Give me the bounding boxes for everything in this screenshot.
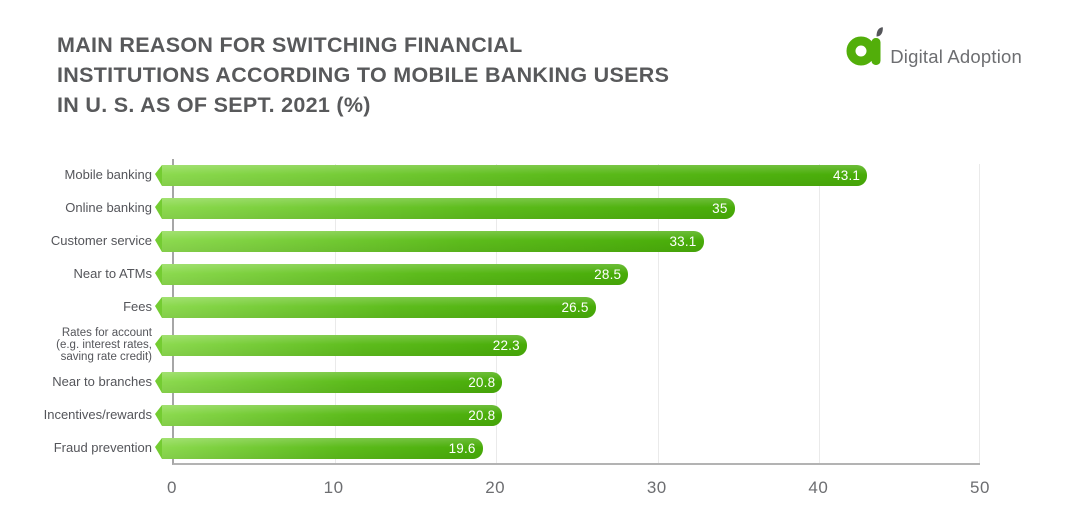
category-label: Mobile banking [64, 167, 152, 183]
bar-value-label: 22.3 [492, 337, 520, 353]
bar: 19.6 [155, 438, 483, 459]
bar-row: Incentives/rewards 20.8 [12, 399, 980, 432]
bar-track: 19.6 [155, 432, 980, 465]
bar-row: Fees 26.5 [12, 291, 980, 324]
bar: 26.5 [155, 297, 596, 318]
bar-row: Near to ATMs 28.5 [12, 258, 980, 291]
bar: 33.1 [155, 231, 704, 252]
bar-value-label: 33.1 [669, 234, 697, 249]
bar: 20.8 [154, 405, 503, 426]
category-label: Rates for account (e.g. interest rates, … [56, 326, 152, 364]
bar-chart: Mobile banking 43.1 Online banking 35 Custom… [12, 159, 989, 500]
x-tick-label: 30 [646, 478, 667, 497]
x-tick-label: 50 [970, 478, 990, 497]
category-label: Customer service [50, 233, 152, 249]
category-label: Fees [123, 299, 152, 315]
bar-value-label: 19.6 [448, 441, 476, 456]
category-label: Incentives/rewards [43, 407, 152, 423]
category-label: Fraud prevention [53, 440, 152, 456]
category-label: Online banking [65, 200, 152, 216]
x-axis-ticks: 0 10 20 30 40 50 [167, 478, 989, 500]
bar-row: Fraud prevention 19.6 [12, 432, 980, 465]
category-label: Near to ATMs [73, 266, 152, 282]
bar-row: Rates for account (e.g. interest rates, … [12, 324, 980, 366]
bar-track: 43.1 [154, 159, 980, 192]
bar-track: 33.1 [155, 225, 980, 258]
category-label: Near to branches [52, 374, 152, 390]
x-tick-label: 0 [167, 478, 177, 497]
bar-track: 20.8 [154, 399, 980, 432]
bar-row: Online banking 35 [12, 192, 980, 225]
digital-adoption-logo-mark-icon [846, 27, 884, 71]
bar: 43.1 [154, 165, 868, 186]
bar-row: Customer service 33.1 [12, 225, 980, 258]
gridline [979, 164, 980, 463]
bar-value-label: 28.5 [594, 267, 622, 282]
bar-value-label: 20.8 [468, 408, 496, 423]
gridline [657, 164, 659, 463]
bar: 22.3 [155, 334, 527, 356]
bar: 28.5 [154, 264, 629, 285]
bar-track: 22.3 [155, 324, 980, 366]
bar-row: Near to branches 20.8 [12, 366, 980, 399]
bar-rows: Mobile banking 43.1 Online banking 35 Custom… [12, 159, 980, 465]
bar-track: 28.5 [154, 258, 980, 291]
bar: 35 [155, 198, 735, 219]
bar-track: 35 [155, 192, 980, 225]
bar-row: Mobile banking 43.1 [12, 159, 980, 192]
bar: 20.8 [154, 372, 503, 393]
logo-wordmark: Digital Adoption [890, 46, 1022, 67]
bar-value-label: 20.8 [468, 375, 496, 390]
bar-value-label: 26.5 [561, 300, 589, 315]
bar-value-label: 43.1 [833, 168, 861, 183]
x-tick-label: 10 [323, 478, 344, 497]
page-title: MAIN REASON FOR SWITCHING FINANCIAL INST… [57, 33, 670, 117]
x-tick-label: 40 [808, 478, 829, 497]
x-tick-label: 20 [485, 478, 506, 497]
bar-track: 20.8 [154, 366, 980, 399]
bar-track: 26.5 [155, 291, 980, 324]
gridline [818, 164, 820, 463]
digital-adoption-logo: Digital Adoption [846, 27, 1022, 71]
bar-value-label: 35 [712, 201, 728, 216]
